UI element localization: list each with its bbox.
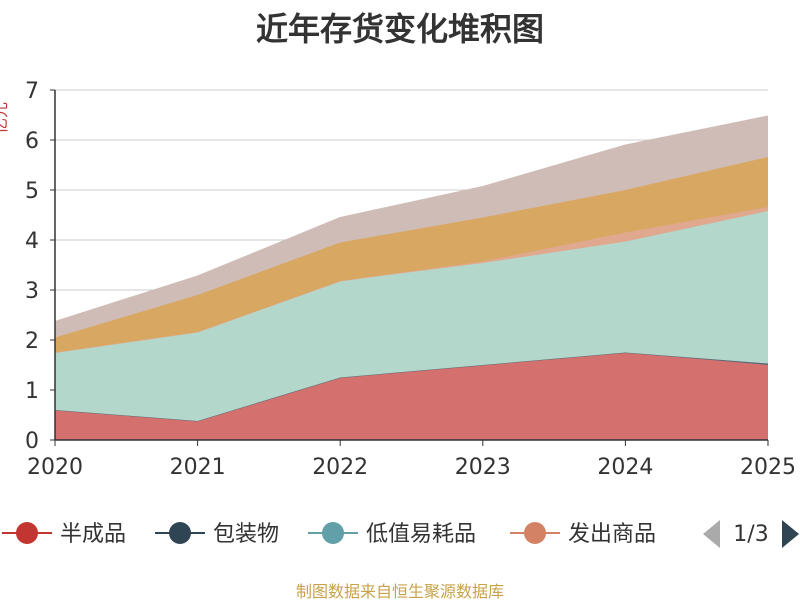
x-tick-label: 2024 <box>597 455 653 480</box>
chart-title: 近年存货变化堆积图 <box>255 10 544 48</box>
legend-marker <box>169 522 191 544</box>
area-series-4 <box>55 157 768 353</box>
x-tick-label: 2021 <box>170 455 226 480</box>
y-tick-label: 6 <box>25 129 39 154</box>
legend-prev-arrow-icon[interactable] <box>703 520 720 548</box>
legend: 半成品 包装物 低值易耗品 发出商品 1/3 <box>2 520 799 548</box>
legend-label: 发出商品 <box>568 522 656 547</box>
legend-label: 半成品 <box>60 522 126 547</box>
y-tick-label: 7 <box>25 79 39 104</box>
y-tick-label: 5 <box>25 179 39 204</box>
area-series-0 <box>55 352 768 440</box>
area-series-2 <box>55 211 768 421</box>
area-series-line-5 <box>54 115 769 322</box>
y-tick-label: 0 <box>25 429 39 454</box>
y-tick-label: 1 <box>25 379 39 404</box>
legend-marker <box>322 522 344 544</box>
area-series-5 <box>55 116 768 338</box>
data-source-footer: 制图数据来自恒生聚源数据库 <box>295 582 504 601</box>
legend-marker <box>524 522 546 544</box>
legend-label: 低值易耗品 <box>366 522 476 547</box>
area-series-3 <box>55 207 768 353</box>
x-tick-label: 2023 <box>455 455 511 480</box>
y-tick-label: 2 <box>25 329 39 354</box>
x-tick-label: 2022 <box>312 455 368 480</box>
y-tick-label: 4 <box>25 229 39 254</box>
legend-next-arrow-icon[interactable] <box>782 520 799 548</box>
x-tick-label: 2025 <box>740 455 796 480</box>
y-axis-label: 亿元 <box>0 102 10 134</box>
y-tick-label: 3 <box>25 279 39 304</box>
x-tick-label: 2020 <box>27 455 83 480</box>
legend-marker <box>16 522 38 544</box>
area-layer <box>54 115 769 440</box>
legend-page-indicator: 1/3 <box>733 522 768 547</box>
axis-layer: 0 1 2 3 4 5 6 7 2020 2021 2022 2023 2024 2025 <box>25 79 796 480</box>
legend-label: 包装物 <box>213 522 279 547</box>
